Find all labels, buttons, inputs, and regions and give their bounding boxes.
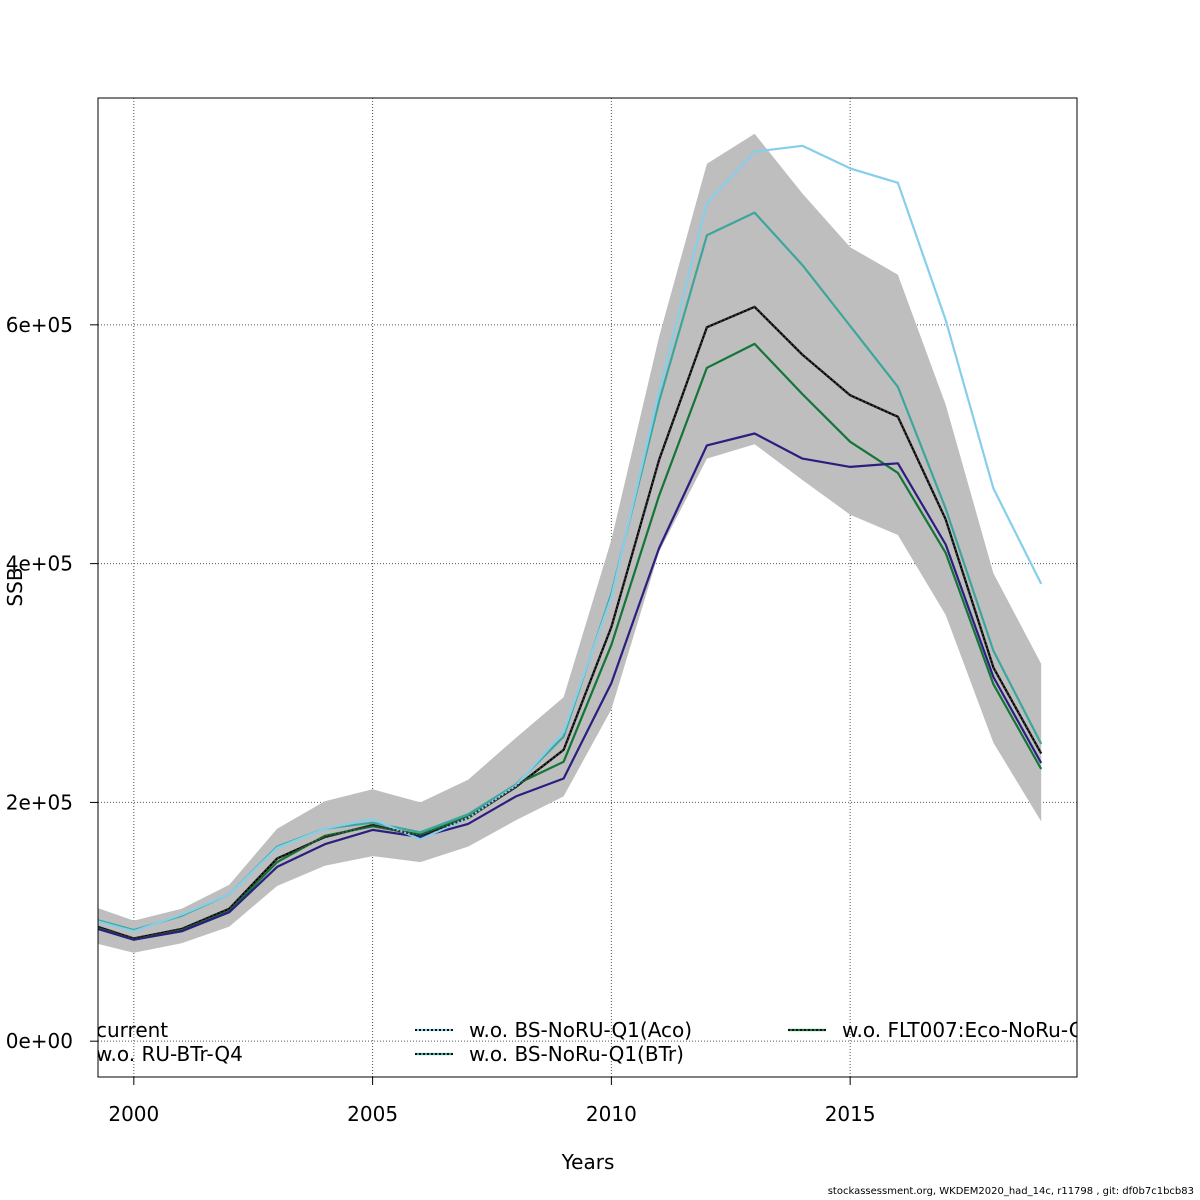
x-tick-label: 2000 [108, 1102, 159, 1126]
y-tick-label: 4e+05 [6, 552, 73, 576]
legend-label: w.o. BS-NoRU-Q1(Aco) [469, 1018, 692, 1042]
current-line-dotted-overlay [98, 305, 1043, 940]
confidence-band [98, 133, 1042, 953]
x-tick-label: 2010 [586, 1102, 637, 1126]
y-tick-label: 0e+00 [6, 1029, 73, 1053]
series-line-w-o-flt007-eco-noru-q1 [98, 342, 1043, 941]
legend-label: w.o. FLT007:Eco-NoRu-Q [842, 1018, 1085, 1042]
x-axis-title: Years [561, 1150, 615, 1174]
y-tick-label: 6e+05 [6, 313, 73, 337]
footer-credit: stockassessment.org, WKDEM2020_had_14c, … [827, 1186, 1194, 1197]
series-line-w-o-bs-noru-q1-aco- [98, 144, 1043, 933]
series-lines [98, 144, 1043, 941]
legend-label: current [96, 1018, 168, 1042]
x-tick-label: 2005 [347, 1102, 398, 1126]
legend-label: w.o. RU-BTr-Q4 [96, 1042, 243, 1066]
x-tick-label: 2015 [825, 1102, 876, 1126]
plot-frame [97, 97, 1078, 1078]
series-line-w-o-ru-btr-q4 [98, 432, 1043, 941]
plot-area: current w.o. BS-NoRU-Q1(Aco) w.o. FLT007:E… [96, 133, 1085, 1066]
axes: 2000 2005 2010 2015 0e+00 2e+05 4e+05 6e+05 [6, 313, 876, 1126]
legend-label: w.o. BS-NoRu-Q1(BTr) [469, 1042, 684, 1066]
legend: current w.o. BS-NoRU-Q1(Aco) w.o. FLT007:E… [96, 1018, 1085, 1066]
y-axis-title: SSB [3, 567, 27, 606]
y-tick-label: 2e+05 [6, 790, 73, 814]
